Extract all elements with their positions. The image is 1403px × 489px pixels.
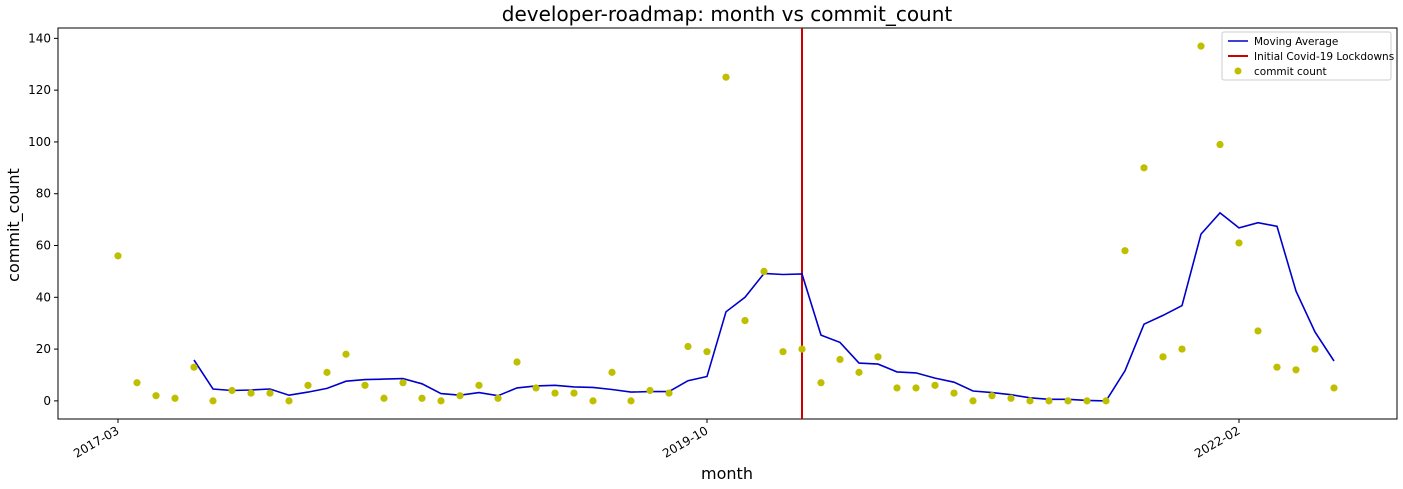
- commit-count-point: [684, 342, 692, 351]
- commit-count-point: [228, 386, 236, 395]
- commit-count-point: [722, 73, 730, 81]
- commit-count-point: [1140, 164, 1148, 172]
- commit-count-point: [152, 392, 160, 400]
- commit-count-point: [247, 389, 255, 397]
- commit-count-point: [361, 381, 369, 389]
- commit-count-point: [855, 368, 863, 376]
- legend-box: [1221, 31, 1392, 81]
- y-tick-label: 120: [28, 83, 51, 97]
- commit-count-point: [1235, 239, 1243, 247]
- x-tick-label: 2017-03: [71, 423, 121, 460]
- commit-count-point: [1178, 345, 1186, 353]
- commit-count-point: [494, 394, 502, 402]
- x-tick-label: 2019-10: [660, 423, 710, 460]
- legend-commit-count-label: commit count: [1254, 66, 1327, 78]
- legend: Moving Average Initial Covid-19 Lockdown…: [1221, 31, 1394, 81]
- commit-count-point: [703, 348, 711, 356]
- commit-count-point: [570, 389, 578, 397]
- legend-moving-average-label: Moving Average: [1254, 36, 1338, 48]
- commit-count-point: [741, 317, 749, 325]
- commit-count-point: [304, 381, 312, 389]
- commit-count-point: [608, 368, 616, 376]
- commit-count-point: [950, 389, 958, 397]
- commit-count-point: [114, 252, 122, 260]
- commit-count-point: [209, 397, 217, 405]
- commit-count-point: [817, 379, 825, 387]
- commit-count-point: [627, 397, 635, 405]
- axes-frame: [57, 27, 1398, 420]
- commit-count-point: [1121, 247, 1129, 255]
- commit-count-point: [1292, 366, 1300, 374]
- legend-commit-count-marker: [1234, 67, 1242, 75]
- commit-count-point: [342, 350, 350, 358]
- chart-title: developer-roadmap: month vs commit_count: [502, 2, 953, 26]
- y-tick-label: 20: [36, 342, 51, 356]
- y-tick-label: 140: [28, 31, 51, 45]
- commit-count-point: [1330, 384, 1338, 392]
- commit-count-point: [1159, 353, 1167, 361]
- commit-count-point: [1007, 394, 1015, 402]
- commit-count-point: [893, 384, 901, 392]
- series-layer: [114, 28, 1338, 419]
- commit-count-point: [1273, 363, 1281, 371]
- commit-count-point: [133, 379, 141, 387]
- commit-count-point: [1254, 327, 1262, 335]
- x-axis: 2017-03 2019-10 2022-02: [71, 419, 1243, 461]
- commit-count-point: [399, 379, 407, 387]
- commit-count-point: [285, 397, 293, 405]
- y-axis-label: commit_count: [4, 168, 24, 282]
- commit-count-point: [665, 389, 673, 397]
- moving-average-line: [193, 211, 1335, 402]
- commit-count-point: [760, 267, 768, 276]
- commit-count-point: [418, 394, 426, 402]
- commit-count-point: [1026, 397, 1034, 405]
- commit-count-point: [798, 345, 806, 353]
- commit-count-point: [513, 358, 521, 366]
- commit-count-point: [380, 394, 388, 402]
- commit-count-point: [171, 394, 179, 402]
- plot-area: 0 20 40 60 80 100 120 140 2017-03 2019-10 2022-02: [28, 27, 1398, 461]
- commit-count-point: [779, 348, 787, 356]
- commit-count-point: [589, 397, 597, 405]
- commit-count-point: [323, 368, 331, 376]
- commit-count-point: [266, 389, 274, 397]
- commit-count-point: [1083, 397, 1091, 405]
- x-axis-label: month: [701, 464, 753, 483]
- commit-count-point: [475, 381, 483, 389]
- commit-count-point: [912, 384, 920, 392]
- commit-count-point: [1197, 42, 1205, 50]
- legend-lockdown-label: Initial Covid-19 Lockdowns: [1254, 51, 1394, 63]
- commit-count-point: [1311, 345, 1319, 353]
- commit-count-point: [551, 389, 559, 397]
- commit-count-point: [969, 397, 977, 405]
- y-tick-label: 40: [36, 290, 51, 304]
- commit-count-point: [988, 392, 996, 400]
- y-tick-label: 100: [28, 135, 51, 149]
- y-axis: 0 20 40 60 80 100 120 140: [28, 31, 58, 408]
- commit-count-point: [1102, 397, 1110, 405]
- x-tick-label: 2022-02: [1192, 423, 1242, 460]
- commit-count-point: [836, 355, 844, 364]
- commit-count-point: [456, 392, 464, 400]
- commit-count-point: [874, 353, 882, 361]
- commit-count-point: [1064, 397, 1072, 405]
- y-tick-label: 80: [36, 187, 51, 201]
- commit-count-point: [1045, 397, 1053, 405]
- commit-count-point: [437, 397, 445, 405]
- commit-count-point: [646, 386, 654, 395]
- commit-count-point: [190, 363, 198, 371]
- commit-count-point: [931, 381, 939, 389]
- commit-count-point: [1216, 140, 1224, 149]
- y-tick-label: 60: [36, 239, 51, 253]
- y-tick-label: 0: [43, 394, 51, 408]
- commit-count-point: [532, 384, 540, 392]
